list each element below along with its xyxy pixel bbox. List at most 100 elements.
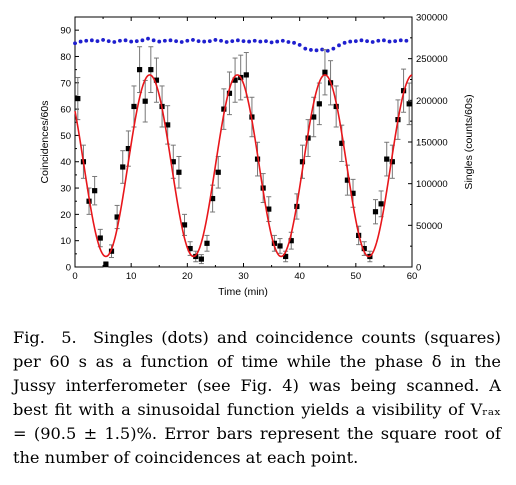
singles-dot: [342, 40, 347, 45]
singles-dot: [174, 39, 179, 44]
coincidence-square: [165, 122, 171, 128]
coincidence-square: [322, 69, 328, 75]
y-right-tick-label: 250000: [416, 54, 448, 65]
coincidence-square: [125, 145, 131, 152]
coincidence-square: [288, 238, 294, 244]
singles-dot: [314, 48, 319, 53]
singles-dot: [106, 39, 111, 44]
singles-dot: [134, 39, 139, 44]
coincidence-square: [187, 245, 193, 252]
singles-dot: [348, 39, 353, 44]
singles-dot: [123, 38, 128, 43]
singles-dot: [247, 39, 252, 44]
y-left-tick-label: 40: [60, 157, 71, 168]
y-left-tick-label: 50: [60, 131, 71, 142]
coincidence-square: [344, 177, 351, 183]
coincidence-square: [170, 159, 176, 165]
coincidence-square: [350, 190, 356, 196]
singles-dot: [393, 39, 398, 44]
coincidence-square: [181, 222, 188, 228]
singles-dot: [196, 39, 201, 44]
coincidence-square: [361, 245, 367, 252]
singles-dot: [95, 39, 100, 44]
singles-dot: [398, 38, 403, 43]
singles-dot: [162, 38, 167, 43]
singles-dot: [140, 38, 145, 43]
coincidence-square: [193, 253, 199, 260]
coincidence-square: [277, 243, 283, 249]
x-axis: 0 10 20 30 40 50 60: [72, 17, 417, 282]
singles-dot: [370, 40, 375, 44]
coincidence-square: [232, 77, 238, 83]
coincidence-square: [198, 256, 204, 262]
coincidence-square: [131, 103, 137, 110]
coincidence-square: [316, 101, 322, 107]
singles-dot: [151, 38, 156, 43]
coincidence-square: [311, 114, 317, 120]
y-right-tick-label: 100000: [416, 179, 448, 190]
coincidence-square: [204, 240, 210, 246]
singles-dot: [359, 38, 364, 43]
singles-dot: [353, 39, 358, 44]
singles-dot: [241, 39, 246, 44]
singles-dot: [331, 46, 336, 51]
singles-dot: [219, 38, 223, 43]
singles-dot: [292, 40, 296, 45]
y-right-tick-label: 150000: [416, 138, 448, 149]
singles-dot: [78, 39, 83, 44]
singles-dot: [224, 40, 229, 44]
coincidence-square: [148, 67, 154, 73]
coincidence-square: [136, 67, 143, 73]
singles-dot: [269, 40, 274, 45]
y-left-tick-label: 30: [60, 184, 71, 195]
singles-dot: [157, 39, 162, 44]
coincidence-square: [210, 195, 216, 202]
coincidence-square: [389, 159, 395, 165]
coincidence-square: [114, 214, 120, 220]
singles-dot: [185, 38, 190, 43]
y-left-tick-label: 90: [60, 26, 71, 37]
coincidence-square: [339, 140, 345, 146]
singles-dot: [230, 39, 235, 44]
coincidence-square: [153, 77, 160, 83]
left-axis: 0 10 20 30 40 50 60 70 80 90: [60, 16, 79, 274]
singles-dot: [264, 39, 268, 44]
singles-dot: [365, 39, 369, 44]
x-tick-label: 50: [351, 271, 362, 282]
singles-dot: [382, 38, 386, 43]
fit-curve: [74, 74, 413, 258]
plot-area: [73, 36, 413, 268]
coincidence-square: [243, 72, 249, 78]
coincidence-square: [384, 156, 390, 162]
coincidence-square: [120, 164, 126, 170]
y-right-tick-label: 0: [416, 263, 421, 274]
coincidence-square: [176, 169, 182, 175]
singles-dot: [404, 38, 409, 43]
y-left-tick-label: 0: [66, 263, 71, 274]
singles-dot: [202, 39, 207, 44]
coincidence-square: [271, 240, 277, 246]
singles-dot: [146, 36, 150, 41]
y-left-tick-label: 70: [60, 78, 71, 89]
y-left-tick-label: 80: [60, 52, 71, 63]
singles-dot: [84, 38, 89, 43]
coincidence-square: [75, 95, 81, 102]
x-tick-label: 20: [182, 271, 193, 282]
coincidence-square: [299, 159, 306, 165]
coincidence-square: [372, 209, 379, 215]
coincidence-square: [378, 201, 384, 207]
y-left-tick-label: 60: [60, 105, 71, 116]
figure-caption: Fig. 5. Singles (dots) and coincidence c…: [13, 328, 501, 467]
singles-dot: [376, 38, 381, 43]
singles-dot: [213, 38, 218, 42]
x-tick-label: 0: [72, 271, 77, 282]
coincidence-square: [97, 235, 103, 241]
singles-dot: [309, 48, 313, 52]
singles-dot: [179, 40, 184, 44]
singles-dot: [191, 38, 195, 42]
singles-dot: [252, 38, 257, 43]
singles-dot: [118, 38, 122, 43]
singles-dot: [207, 39, 212, 44]
singles-dot: [387, 39, 392, 44]
x-tick-label: 10: [126, 271, 137, 282]
